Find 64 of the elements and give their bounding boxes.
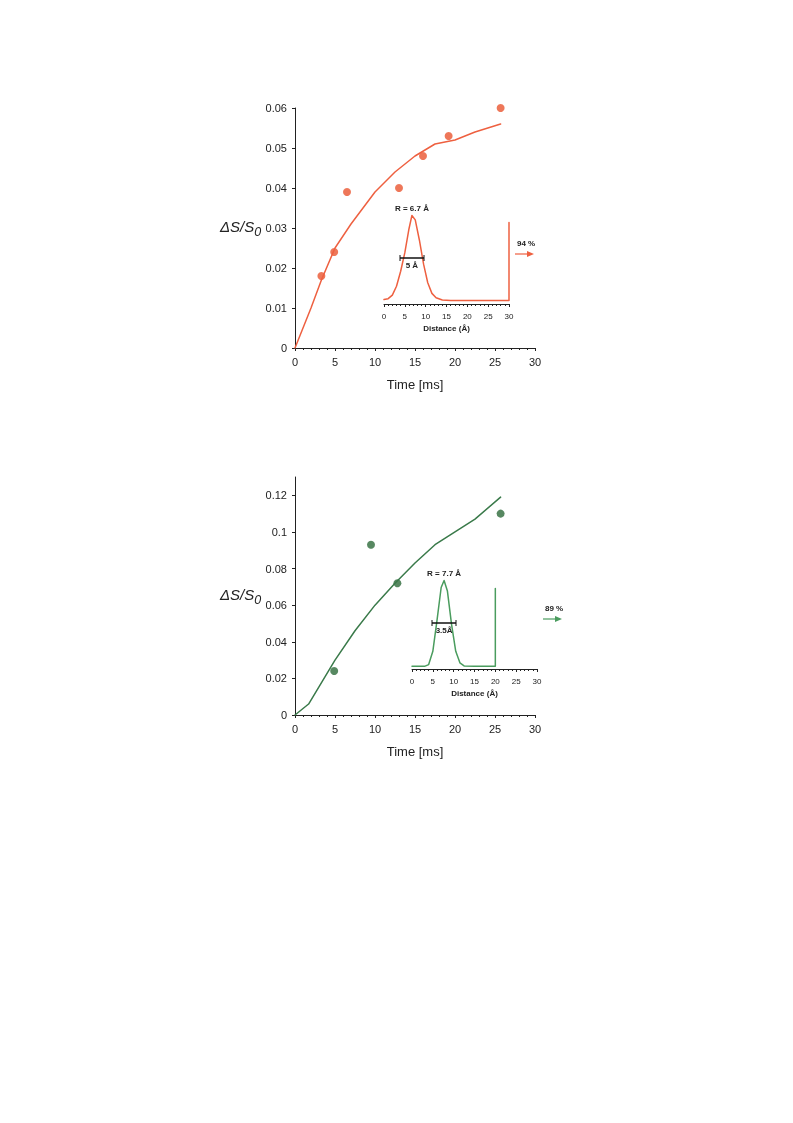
annotation: R = 6.7 Å — [394, 203, 430, 213]
annotation: 94 % — [517, 238, 536, 248]
y-tick-label: 0.02 — [265, 262, 287, 274]
y-tick-label: 0.03 — [265, 222, 287, 234]
x-tick-label: 10 — [449, 676, 459, 686]
point — [496, 104, 505, 112]
x-axis-title: Time [ms] — [386, 377, 444, 392]
x-tick-label: 20 — [490, 676, 501, 686]
x-tick-label: 20 — [448, 722, 462, 735]
x-axis-title: Distance (Å) — [451, 689, 499, 699]
annotation: R = 7.7 Å — [427, 568, 462, 578]
y-tick-label: 0 — [280, 709, 287, 721]
x-tick-label: 5 — [331, 722, 339, 735]
x-tick-label: 10 — [421, 311, 431, 321]
x-tick-label: 25 — [488, 355, 502, 368]
x-tick-label: 0 — [409, 676, 415, 686]
annotation: 3.5Å — [435, 626, 453, 635]
x-tick-label: 25 — [488, 722, 502, 735]
x-tick-label: 15 — [408, 355, 422, 368]
annotation: 5 Å — [405, 261, 419, 270]
x-tick-label: 25 — [511, 676, 522, 686]
x-tick-label: 5 — [430, 676, 436, 686]
point — [496, 509, 505, 518]
x-tick-label: 0 — [291, 355, 299, 368]
y-tick-label: 0.06 — [265, 102, 287, 114]
y-axis-title: ΔS/S$_{0}$ — [220, 218, 262, 239]
x-tick-label: 20 — [448, 355, 462, 368]
y-tick-label: 0.01 — [265, 302, 287, 314]
x-tick-label: 30 — [528, 722, 542, 735]
x-tick-label: 25 — [483, 311, 494, 321]
y-axis-title: ΔS/S$_{0}$ — [220, 586, 262, 607]
x-tick-label: 0 — [381, 311, 387, 321]
point — [419, 152, 427, 160]
x-tick-label: 30 — [528, 355, 542, 368]
point — [444, 132, 453, 140]
x-tick-label: 5 — [402, 311, 408, 321]
point — [395, 184, 403, 192]
y-tick-label: 0.08 — [265, 562, 287, 575]
point — [367, 540, 375, 549]
y-tick-label: 0.04 — [265, 182, 287, 194]
x-tick-label: 5 — [331, 355, 339, 368]
point — [330, 667, 339, 676]
y-tick-label: 0.12 — [265, 489, 287, 502]
y-tick-label: 0 — [280, 342, 287, 354]
x-tick-label: 30 — [532, 676, 542, 686]
point — [343, 188, 351, 196]
line-series — [294, 123, 502, 349]
x-axis-title: Time [ms] — [386, 744, 444, 759]
x-axis-title: Distance (Å) — [423, 324, 471, 334]
x-tick-label: 10 — [368, 355, 382, 368]
x-tick-label: 30 — [504, 311, 514, 321]
line-series — [294, 496, 502, 716]
x-tick-label: 10 — [368, 722, 382, 735]
y-tick-label: 0.06 — [265, 599, 287, 612]
y-tick-label: 0.1 — [271, 525, 287, 538]
x-tick-label: 0 — [291, 722, 299, 735]
y-tick-label: 0.05 — [265, 142, 287, 154]
y-tick-label: 0.04 — [265, 635, 287, 648]
x-tick-label: 15 — [470, 676, 480, 686]
text: 89 % — [545, 603, 564, 613]
x-tick-label: 15 — [442, 311, 452, 321]
x-tick-label: 20 — [462, 311, 473, 321]
y-tick-label: 0.02 — [265, 672, 287, 685]
x-tick-label: 15 — [408, 722, 422, 735]
